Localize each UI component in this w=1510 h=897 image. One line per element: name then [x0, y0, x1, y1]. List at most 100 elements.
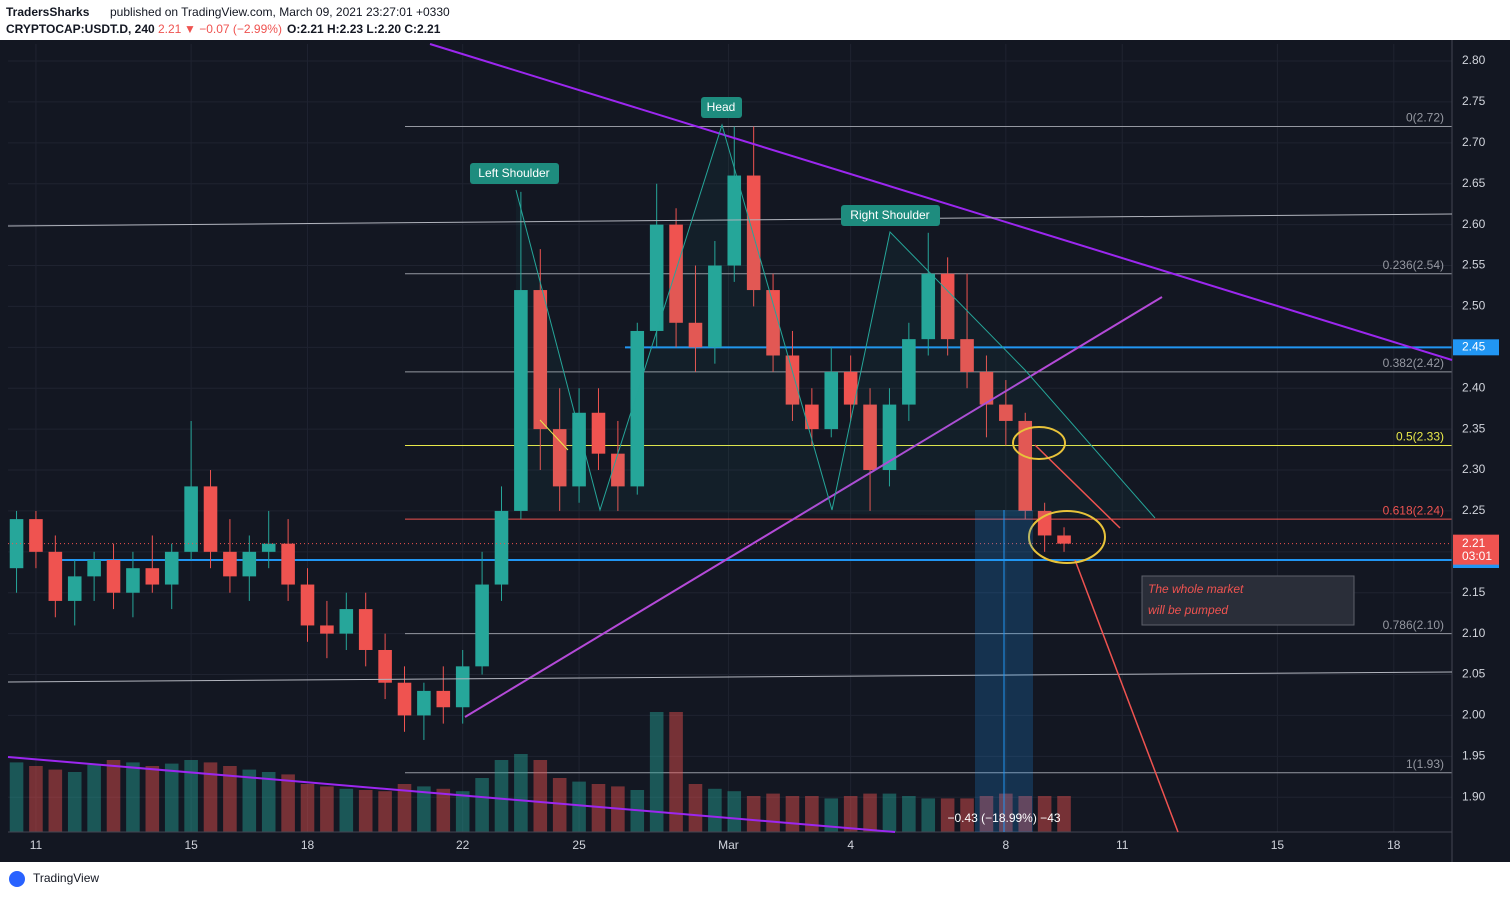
- volume-bar: [863, 793, 877, 832]
- y-tick-label: 2.25: [1462, 503, 1486, 517]
- volume-bar: [824, 798, 839, 832]
- y-tick-label: 2.50: [1462, 299, 1486, 313]
- label-box: [470, 163, 559, 184]
- y-tick-label: 2.80: [1462, 53, 1486, 67]
- candle-body: [999, 404, 1013, 421]
- candle-body: [494, 510, 509, 585]
- x-tick-label: Mar: [718, 838, 739, 852]
- volume-bar: [708, 788, 722, 832]
- note: The whole market: [1148, 582, 1244, 596]
- x-tick-label: 15: [1271, 838, 1285, 852]
- last-price-tag: [1453, 534, 1499, 565]
- footer: [0, 862, 1510, 897]
- measure-label: −0.43 (−18.99%) −43: [947, 811, 1060, 825]
- volume-bar: [1018, 796, 1033, 832]
- candle-body: [843, 371, 858, 405]
- left-shoulder-label: Left Shoulder: [478, 166, 549, 180]
- volume-bar: [572, 781, 586, 832]
- candle-body: [261, 543, 276, 552]
- volume-bar: [242, 769, 257, 832]
- volume-bar: [223, 766, 237, 832]
- volume-bar: [397, 784, 412, 832]
- drawings: [7, 43, 1453, 833]
- volume-bar: [494, 760, 509, 832]
- candle-body: [514, 290, 528, 511]
- fib-label: 0.236(2.54): [1383, 258, 1444, 272]
- candle-body: [417, 690, 431, 716]
- y-tick-label: 2.05: [1462, 667, 1486, 681]
- volume-bar: [164, 763, 179, 832]
- y-tick-label: 2.35: [1462, 421, 1486, 435]
- volume-bar: [882, 793, 897, 832]
- candle-body: [126, 568, 140, 593]
- volume-bar: [785, 796, 800, 832]
- ohlc: O:2.21 H:2.23 L:2.20 C:2.21: [287, 22, 441, 36]
- candle-body: [29, 519, 43, 552]
- symbol: CRYPTOCAP:USDT.D, 240: [6, 22, 155, 36]
- volume-bar: [29, 766, 43, 832]
- y-tick-label: 1.90: [1462, 789, 1486, 803]
- candle-body: [378, 649, 392, 683]
- volume-bar: [902, 796, 916, 832]
- fib-label: 0.618(2.24): [1383, 503, 1444, 517]
- x-tick-label: 8: [1002, 838, 1009, 852]
- volume-bar: [300, 784, 315, 832]
- head-label: Head: [707, 100, 736, 114]
- candle-body: [1057, 535, 1071, 544]
- fib-label: 1(1.93): [1406, 757, 1444, 771]
- candle-body: [320, 625, 334, 634]
- candle-body: [106, 560, 121, 593]
- candle-body: [223, 551, 237, 577]
- volume-bar: [475, 778, 489, 832]
- volume-bar: [455, 791, 470, 832]
- x-tick-label: 15: [184, 838, 198, 852]
- candle-body: [805, 404, 819, 430]
- publisher: TradersSharks: [6, 5, 90, 19]
- x-tick-label: 25: [572, 838, 586, 852]
- candle-body: [533, 290, 548, 430]
- candle-body: [242, 551, 257, 577]
- candle-body: [960, 339, 974, 372]
- price-tag: [1453, 339, 1499, 356]
- x-tick-label: 18: [301, 838, 315, 852]
- y-tick-label: 2.55: [1462, 258, 1486, 272]
- volume-bar: [979, 796, 994, 832]
- candle-body: [358, 609, 373, 650]
- volume-bar: [261, 772, 276, 832]
- candle-body: [1018, 420, 1033, 511]
- countdown: 03:01: [1462, 549, 1492, 563]
- y-tick-label: 2.15: [1462, 585, 1486, 599]
- candle-body: [863, 404, 877, 471]
- volume-bar: [552, 778, 567, 832]
- last-price-label: 2.21: [1462, 536, 1486, 550]
- candle-body: [475, 584, 489, 667]
- candle-body: [902, 339, 916, 405]
- y-tick-label: 2.60: [1462, 217, 1486, 231]
- volume-bar: [320, 786, 334, 832]
- volume-bar: [281, 774, 295, 832]
- x-tick-label: 22: [456, 838, 470, 852]
- candle-body: [436, 690, 451, 708]
- candle-body: [921, 273, 936, 340]
- volume-bar: [669, 712, 683, 832]
- volume-bar: [1037, 796, 1052, 832]
- volume-bar: [126, 762, 140, 832]
- volume-bar: [417, 786, 431, 832]
- volume-bar: [649, 712, 664, 832]
- candle-body: [630, 330, 645, 487]
- price-tag-label: 2.45: [1462, 339, 1486, 353]
- volume-bar: [378, 791, 392, 832]
- x-tick-label: 11: [30, 838, 43, 852]
- candle-body: [766, 290, 780, 356]
- candle-body: [940, 273, 955, 340]
- volume-bar: [746, 796, 761, 832]
- candle-body: [727, 175, 742, 266]
- fib-label: 0.786(2.10): [1383, 618, 1444, 632]
- volume-bar: [766, 793, 780, 832]
- volume-bar: [514, 754, 528, 832]
- volume-bar: [940, 798, 955, 832]
- candle-body: [688, 322, 703, 348]
- candle-body: [572, 412, 586, 487]
- y-tick-label: 2.65: [1462, 176, 1486, 190]
- volume-bar: [921, 798, 936, 832]
